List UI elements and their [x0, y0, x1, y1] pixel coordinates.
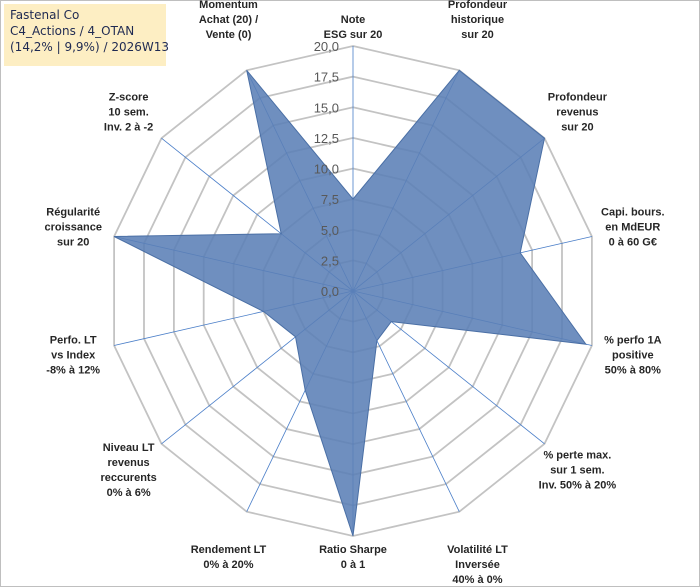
axis-label: Ratio Sharpe 0 à 1 — [319, 544, 387, 571]
axis-label-line: Inv. 50% à 20% — [539, 479, 617, 491]
axis-label-line: Inversée — [455, 559, 500, 571]
tick-label: 20,0 — [314, 39, 339, 54]
axis-label-line: -8% à 12% — [46, 364, 100, 376]
axis-label-line: Vente (0) — [206, 29, 252, 41]
axis-label: Note ESG sur 20 — [324, 14, 383, 41]
tick-label: 5,0 — [321, 223, 339, 238]
axis-label-line: revenus — [556, 107, 598, 119]
tick-label: 15,0 — [314, 100, 339, 115]
axis-label-line: Note — [341, 14, 365, 26]
axis-label-line: ESG sur 20 — [324, 29, 383, 41]
axis-label-line: 0% à 20% — [203, 559, 253, 571]
axis-label: Z-score 10 sem. Inv. 2 à -2 — [104, 92, 153, 134]
data-area-layer — [113, 69, 587, 537]
axis-label-line: sur 20 — [461, 29, 493, 41]
axis-label-line: vs Index — [51, 349, 96, 361]
axis-label: Capi. bours. en MdEUR 0 à 60 G€ — [601, 207, 665, 249]
axis-label-line: 0 à 1 — [341, 559, 365, 571]
axis-label-line: croissance — [44, 222, 101, 234]
axis-label: Rendement LT 0% à 20% — [191, 544, 267, 571]
axis-label-line: Profondeur — [548, 92, 608, 104]
info-box: Fastenal Co C4_Actions / 4_OTAN (14,2% |… — [4, 4, 169, 66]
axis-label-line: Inv. 2 à -2 — [104, 122, 153, 134]
axis-label-line: sur 20 — [57, 237, 89, 249]
axis-label: Momentum Achat (20) / Vente (0) — [199, 0, 258, 41]
axis-label-line: 10 sem. — [108, 107, 148, 119]
axis-label-line: Achat (20) / — [199, 14, 258, 26]
tick-label: 7,5 — [321, 192, 339, 207]
tick-label: 0,0 — [321, 284, 339, 299]
axis-label-line: en MdEUR — [605, 222, 660, 234]
performance-line: (14,2% | 9,9%) / 2026W13 — [10, 40, 169, 54]
tick-label: 17,5 — [314, 70, 339, 85]
tick-label: 2,5 — [321, 253, 339, 268]
axis-label: Perfo. LT vs Index -8% à 12% — [46, 334, 100, 376]
axis-label-line: 0% à 6% — [107, 487, 151, 499]
axis-label: Profondeur revenus sur 20 — [548, 92, 608, 134]
tick-label: 12,5 — [314, 131, 339, 146]
axis-label: % perfo 1A positive 50% à 80% — [604, 334, 662, 376]
axis-label-line: historique — [451, 14, 504, 26]
tick-label: 10,0 — [314, 162, 339, 177]
axis-label: Profondeur historique sur 20 — [448, 0, 508, 41]
axis-label-line: Perfo. LT — [50, 334, 97, 346]
category-line: C4_Actions / 4_OTAN — [10, 24, 135, 38]
axis-label: Niveau LT revenus reccurents 0% à 6% — [100, 442, 156, 499]
tick-labels: 0,0 2,5 5,0 7,5 10,0 12,5 15,0 17,5 20,0 — [314, 39, 339, 299]
axis-label-line: 40% à 0% — [452, 574, 502, 586]
axis-label-line: % perte max. — [543, 449, 611, 461]
axis-labels: Note ESG sur 20 Profondeur historique sur 20… — [44, 0, 664, 586]
company-name: Fastenal Co — [10, 8, 80, 22]
axis-label-line: Z-score — [109, 92, 149, 104]
data-area — [113, 69, 587, 537]
axis-label-line: Niveau LT — [103, 442, 155, 454]
axis-label-line: sur 1 sem. — [550, 464, 604, 476]
axis-label-line: Capi. bours. — [601, 207, 665, 219]
axis-label-line: Profondeur — [448, 0, 508, 11]
axis-label: % perte max. sur 1 sem. Inv. 50% à 20% — [539, 449, 617, 491]
axis-label-line: Rendement LT — [191, 544, 267, 556]
axis-label-line: Momentum — [199, 0, 258, 11]
axis-label-line: sur 20 — [561, 122, 593, 134]
axis-label-line: Volatilité LT — [447, 544, 508, 556]
axis-label: Volatilité LT Inversée 40% à 0% — [447, 544, 508, 586]
axis-label-line: Ratio Sharpe — [319, 544, 387, 556]
axis-label-line: 50% à 80% — [605, 364, 661, 376]
axis-label-line: Régularité — [46, 207, 100, 219]
axis-label-line: reccurents — [100, 472, 156, 484]
axis-label: Régularité croissance sur 20 — [44, 207, 101, 249]
axis-label-line: % perfo 1A — [604, 334, 662, 346]
axis-label-line: 0 à 60 G€ — [609, 237, 657, 249]
axis-label-line: positive — [612, 349, 654, 361]
axis-label-line: revenus — [107, 457, 149, 469]
